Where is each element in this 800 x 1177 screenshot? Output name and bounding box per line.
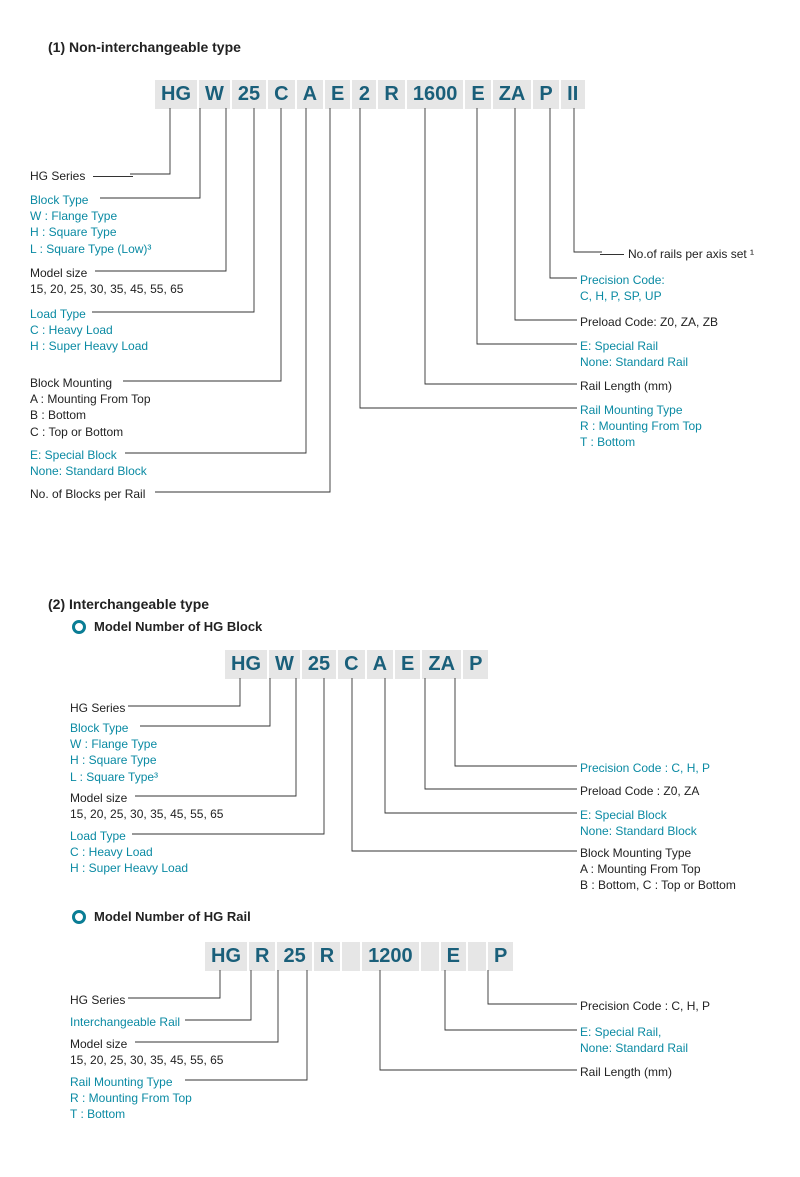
- s1-l6: No. of Blocks per Rail: [30, 486, 145, 502]
- s1-l4: Block Mounting A : Mounting From Top B :…: [30, 375, 151, 440]
- code-seg: E: [441, 942, 466, 971]
- s2a-r0: Precision Code : C, H, P: [580, 760, 710, 776]
- section1-code: HG W 25 C A E 2 R 1600 E ZA P II: [155, 80, 585, 109]
- code-seg: 25: [277, 942, 311, 971]
- s2b-l1: Interchangeable Rail: [70, 1014, 180, 1030]
- code-seg: ZA: [422, 650, 461, 679]
- s2b-r1: E: Special Rail, None: Standard Rail: [580, 1024, 688, 1056]
- s1-r0: No.of rails per axis set ¹: [600, 246, 754, 262]
- code-seg: 25: [302, 650, 336, 679]
- code-seg: 25: [232, 80, 266, 109]
- code-seg: HG: [225, 650, 267, 679]
- code-seg: P: [488, 942, 513, 971]
- s1-l1: Block Type W : Flange Type H : Square Ty…: [30, 192, 151, 257]
- code-seg: R: [378, 80, 404, 109]
- code-seg: P: [463, 650, 488, 679]
- code-seg: HG: [205, 942, 247, 971]
- section2-title: (2) Interchangeable type: [48, 595, 209, 614]
- code-seg: 1200: [362, 942, 419, 971]
- section1-title: (1) Non-interchangeable type: [48, 38, 241, 57]
- section2-sub2-title: Model Number of HG Rail: [72, 908, 251, 926]
- s2a-l2: Model size 15, 20, 25, 30, 35, 45, 55, 6…: [70, 790, 223, 822]
- section2-sub1-title: Model Number of HG Block: [72, 618, 262, 636]
- code-seg: C: [268, 80, 294, 109]
- code-seg: II: [561, 80, 585, 109]
- section2-sub1-code: HG W 25 C A E ZA P: [225, 650, 488, 679]
- s2a-r2: E: Special Block None: Standard Block: [580, 807, 697, 839]
- code-seg: [421, 942, 439, 971]
- code-seg: W: [269, 650, 300, 679]
- s2a-l1: Block Type W : Flange Type H : Square Ty…: [70, 720, 158, 785]
- code-seg: ZA: [493, 80, 532, 109]
- s1-r2: Preload Code: Z0, ZA, ZB: [580, 314, 718, 330]
- s2b-r2: Rail Length (mm): [580, 1064, 672, 1080]
- code-seg: 2: [352, 80, 376, 109]
- code-seg: HG: [155, 80, 197, 109]
- code-seg: C: [338, 650, 364, 679]
- s2a-r3: Block Mounting Type A : Mounting From To…: [580, 845, 736, 894]
- section2-sub2-code: HG R 25 R 1200 E P: [205, 942, 513, 971]
- s1-l0: HG Series: [30, 168, 133, 184]
- s2b-r0: Precision Code : C, H, P: [580, 998, 710, 1014]
- code-seg: A: [297, 80, 323, 109]
- s2b-l2: Model size 15, 20, 25, 30, 35, 45, 55, 6…: [70, 1036, 223, 1068]
- s1-r3: E: Special Rail None: Standard Rail: [580, 338, 688, 370]
- code-seg: W: [199, 80, 230, 109]
- code-seg: R: [314, 942, 340, 971]
- code-seg: 1600: [407, 80, 464, 109]
- s1-r5: Rail Mounting Type R : Mounting From Top…: [580, 402, 702, 451]
- s1-r4: Rail Length (mm): [580, 378, 672, 394]
- s2a-r1: Preload Code : Z0, ZA: [580, 783, 699, 799]
- code-seg: P: [533, 80, 558, 109]
- s1-r1: Precision Code: C, H, P, SP, UP: [580, 272, 665, 304]
- s2b-l0: HG Series: [70, 992, 125, 1008]
- code-seg: R: [249, 942, 275, 971]
- code-seg: E: [465, 80, 490, 109]
- s2a-l0: HG Series: [70, 700, 125, 716]
- code-seg: [342, 942, 360, 971]
- code-seg: [468, 942, 486, 971]
- s2b-l3: Rail Mounting Type R : Mounting From Top…: [70, 1074, 192, 1123]
- s1-l5: E: Special Block None: Standard Block: [30, 447, 147, 479]
- s1-l3: Load Type C : Heavy Load H : Super Heavy…: [30, 306, 148, 355]
- code-seg: E: [395, 650, 420, 679]
- s1-l2: Model size 15, 20, 25, 30, 35, 45, 55, 6…: [30, 265, 183, 297]
- code-seg: E: [325, 80, 350, 109]
- code-seg: A: [367, 650, 393, 679]
- s2a-l3: Load Type C : Heavy Load H : Super Heavy…: [70, 828, 188, 877]
